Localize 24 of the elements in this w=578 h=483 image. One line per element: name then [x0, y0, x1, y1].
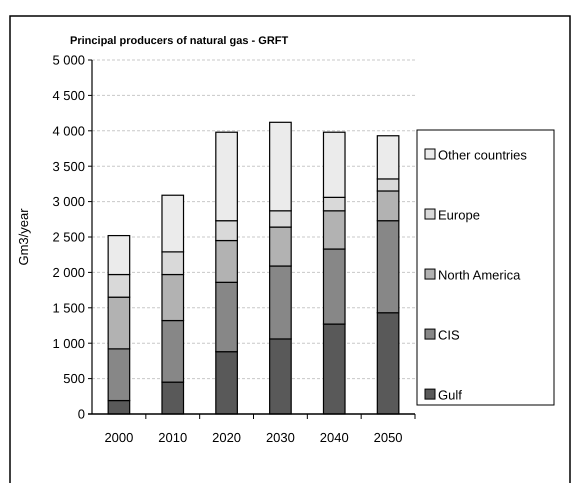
x-tick-label: 2030	[266, 430, 295, 445]
chart-title: Principal producers of natural gas - GRFT	[70, 35, 288, 47]
x-tick-label: 2050	[374, 430, 403, 445]
legend-label: Gulf	[438, 388, 462, 403]
y-tick-label: 0	[78, 406, 85, 422]
y-tick-label: 3 500	[52, 158, 85, 174]
legend-label: North America	[438, 268, 522, 283]
y-tick-label: 2 500	[52, 230, 85, 245]
legend-label: Europe	[438, 208, 480, 223]
x-tick-label: 2010	[158, 430, 188, 445]
legend-label: Other countries	[438, 148, 528, 163]
y-axis-title: Gm3/year	[16, 208, 31, 266]
y-tick-label: 3 000	[52, 194, 85, 210]
y-tick-label: 1 500	[52, 300, 85, 316]
x-tick-label: 2000	[104, 430, 134, 445]
y-tick-label: 4 500	[52, 88, 85, 103]
legend-label: CIS	[438, 328, 460, 343]
y-tick-label: 500	[63, 371, 85, 386]
x-tick-label: 2020	[212, 430, 242, 445]
y-tick-label: 2 000	[52, 264, 85, 280]
x-tick-label: 2040	[320, 430, 349, 445]
y-tick-label: 1 000	[52, 336, 85, 351]
y-tick-label: 4 000	[52, 123, 85, 138]
y-tick-label: 5 000	[52, 52, 85, 68]
